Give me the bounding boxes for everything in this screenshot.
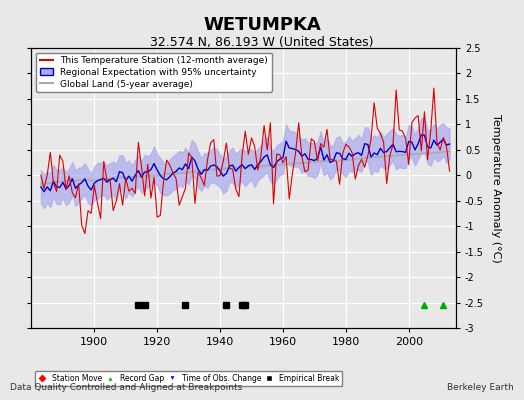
Text: 32.574 N, 86.193 W (United States): 32.574 N, 86.193 W (United States) [150,36,374,49]
Text: WETUMPKA: WETUMPKA [203,16,321,34]
Text: Data Quality Controlled and Aligned at Breakpoints: Data Quality Controlled and Aligned at B… [10,383,243,392]
Text: Berkeley Earth: Berkeley Earth [447,383,514,392]
Legend: Station Move, Record Gap, Time of Obs. Change, Empirical Break: Station Move, Record Gap, Time of Obs. C… [35,371,342,386]
Y-axis label: Temperature Anomaly (°C): Temperature Anomaly (°C) [490,114,500,262]
